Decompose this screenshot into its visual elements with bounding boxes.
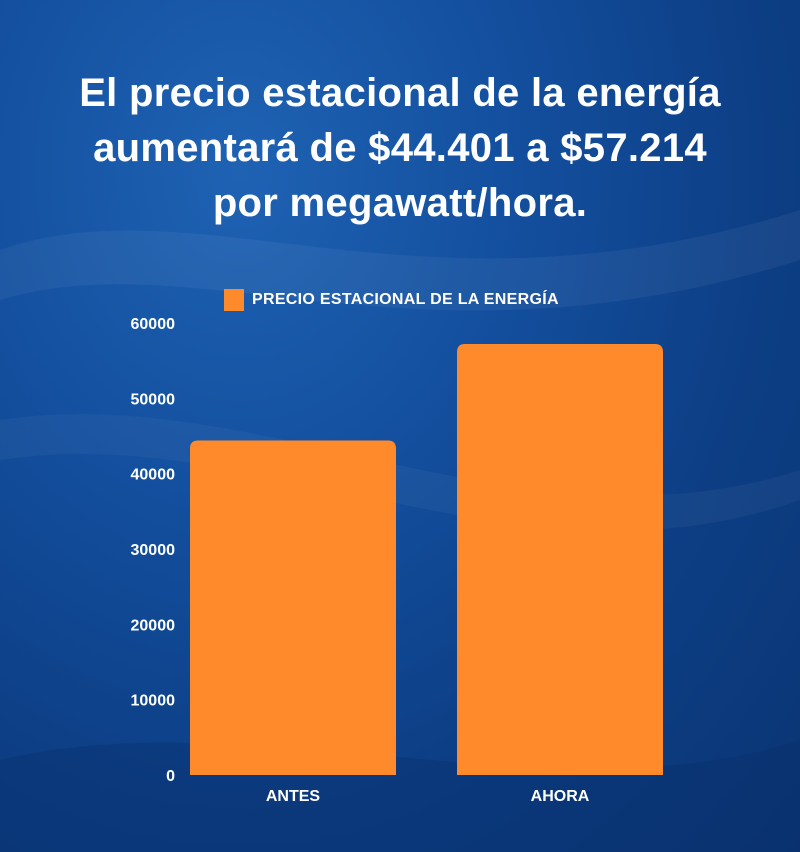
y-tick-label: 40000 bbox=[131, 467, 176, 484]
bar-ahora bbox=[457, 343, 663, 775]
y-tick-label: 30000 bbox=[131, 542, 176, 559]
x-category-label: ANTES bbox=[266, 788, 321, 805]
y-tick-label: 20000 bbox=[131, 617, 176, 634]
y-tick-label: 50000 bbox=[131, 391, 176, 408]
y-tick-label: 0 bbox=[166, 768, 175, 785]
title-line-3: por megawatt/hora. bbox=[212, 181, 588, 225]
title-line-2: aumentará de $44.401 a $57.214 bbox=[93, 126, 707, 170]
y-tick-label: 10000 bbox=[131, 693, 176, 710]
title-line-1: El precio estacional de la energía bbox=[79, 71, 721, 115]
x-category-label: AHORA bbox=[531, 788, 590, 805]
page-title: El precio estacional de la energía aumen… bbox=[0, 66, 800, 231]
legend-label: PRECIO ESTACIONAL DE LA ENERGÍA bbox=[252, 291, 559, 308]
legend-swatch bbox=[224, 289, 244, 311]
y-tick-label: 60000 bbox=[131, 316, 176, 333]
bar-antes bbox=[190, 440, 396, 775]
chart-legend: PRECIO ESTACIONAL DE LA ENERGÍA bbox=[224, 289, 559, 311]
